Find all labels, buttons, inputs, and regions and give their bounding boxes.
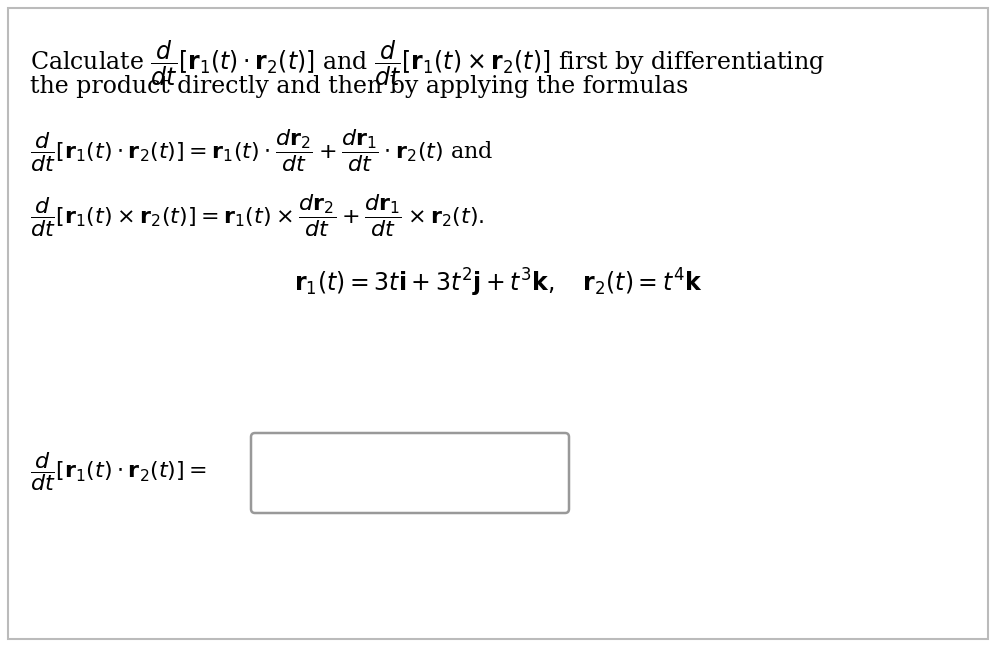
FancyBboxPatch shape	[251, 433, 569, 513]
Text: $\dfrac{d}{dt}[\mathbf{r}_1(t) \cdot \mathbf{r}_2(t)] = \mathbf{r}_1(t) \cdot \d: $\dfrac{d}{dt}[\mathbf{r}_1(t) \cdot \ma…	[30, 127, 493, 173]
Text: the product directly and then by applying the formulas: the product directly and then by applyin…	[30, 75, 688, 98]
Text: $\dfrac{d}{dt}[\mathbf{r}_1(t) \cdot \mathbf{r}_2(t)] =$: $\dfrac{d}{dt}[\mathbf{r}_1(t) \cdot \ma…	[30, 450, 207, 494]
Text: $\dfrac{d}{dt}[\mathbf{r}_1(t) \times \mathbf{r}_2(t)] = \mathbf{r}_1(t) \times : $\dfrac{d}{dt}[\mathbf{r}_1(t) \times \m…	[30, 192, 484, 239]
Text: Calculate $\dfrac{d}{dt}[\mathbf{r}_1(t) \cdot \mathbf{r}_2(t)]$ and $\dfrac{d}{: Calculate $\dfrac{d}{dt}[\mathbf{r}_1(t)…	[30, 39, 825, 89]
Text: $\mathbf{r}_1(t) = 3t\mathbf{i} + 3t^2\mathbf{j} + t^3\mathbf{k}, \quad \mathbf{: $\mathbf{r}_1(t) = 3t\mathbf{i} + 3t^2\m…	[294, 267, 702, 299]
